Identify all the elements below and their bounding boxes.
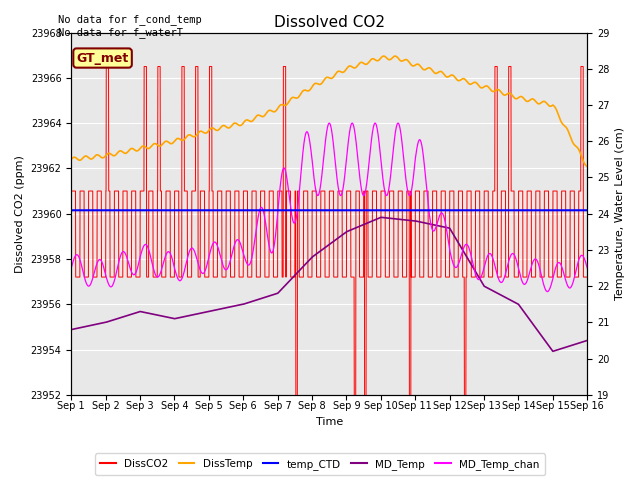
Text: GT_met: GT_met — [76, 51, 129, 64]
Legend: DissCO2, DissTemp, temp_CTD, MD_Temp, MD_Temp_chan: DissCO2, DissTemp, temp_CTD, MD_Temp, MD… — [95, 454, 545, 475]
X-axis label: Time: Time — [316, 417, 343, 427]
Y-axis label: Temperature, Water Level (cm): Temperature, Water Level (cm) — [615, 127, 625, 300]
Text: No data for f_cond_temp
No data for f_waterT: No data for f_cond_temp No data for f_wa… — [58, 14, 202, 38]
Y-axis label: Dissolved CO2 (ppm): Dissolved CO2 (ppm) — [15, 155, 25, 273]
Title: Dissolved CO2: Dissolved CO2 — [274, 15, 385, 30]
